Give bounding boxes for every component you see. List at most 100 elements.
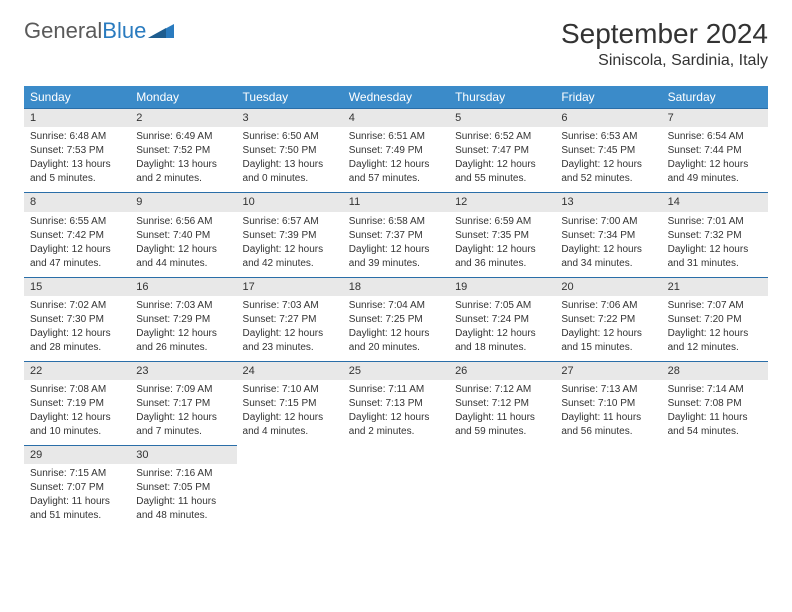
sunrise-text: Sunrise: 6:53 AM: [561, 130, 655, 143]
day-content: Sunrise: 6:59 AMSunset: 7:35 PMDaylight:…: [449, 212, 555, 277]
sunset-text: Sunset: 7:52 PM: [136, 144, 230, 157]
week-row: 8Sunrise: 6:55 AMSunset: 7:42 PMDaylight…: [24, 192, 768, 276]
day-cell: 1Sunrise: 6:48 AMSunset: 7:53 PMDaylight…: [24, 108, 130, 192]
day-cell: 18Sunrise: 7:04 AMSunset: 7:25 PMDayligh…: [343, 277, 449, 361]
daylight-text: Daylight: 12 hours: [455, 158, 549, 171]
day-number: 9: [130, 192, 236, 211]
daylight-text: and 23 minutes.: [243, 341, 337, 354]
daylight-text: Daylight: 12 hours: [349, 158, 443, 171]
daylight-text: and 54 minutes.: [668, 425, 762, 438]
day-content: Sunrise: 6:50 AMSunset: 7:50 PMDaylight:…: [237, 127, 343, 192]
day-number: 20: [555, 277, 661, 296]
day-header-cell: Monday: [130, 86, 236, 108]
daylight-text: and 48 minutes.: [136, 509, 230, 522]
sunrise-text: Sunrise: 7:14 AM: [668, 383, 762, 396]
day-cell: 11Sunrise: 6:58 AMSunset: 7:37 PMDayligh…: [343, 192, 449, 276]
sunset-text: Sunset: 7:34 PM: [561, 229, 655, 242]
day-content: Sunrise: 7:03 AMSunset: 7:27 PMDaylight:…: [237, 296, 343, 361]
sunrise-text: Sunrise: 7:02 AM: [30, 299, 124, 312]
day-number: 21: [662, 277, 768, 296]
daylight-text: and 59 minutes.: [455, 425, 549, 438]
sunset-text: Sunset: 7:05 PM: [136, 481, 230, 494]
day-cell: 30Sunrise: 7:16 AMSunset: 7:05 PMDayligh…: [130, 445, 236, 529]
day-content: Sunrise: 7:05 AMSunset: 7:24 PMDaylight:…: [449, 296, 555, 361]
sunset-text: Sunset: 7:22 PM: [561, 313, 655, 326]
sunset-text: Sunset: 7:40 PM: [136, 229, 230, 242]
day-number: 29: [24, 445, 130, 464]
daylight-text: Daylight: 12 hours: [30, 411, 124, 424]
sunset-text: Sunset: 7:44 PM: [668, 144, 762, 157]
daylight-text: and 2 minutes.: [136, 172, 230, 185]
daylight-text: and 44 minutes.: [136, 257, 230, 270]
day-cell: 25Sunrise: 7:11 AMSunset: 7:13 PMDayligh…: [343, 361, 449, 445]
day-header-cell: Friday: [555, 86, 661, 108]
sunset-text: Sunset: 7:27 PM: [243, 313, 337, 326]
day-number: 23: [130, 361, 236, 380]
daylight-text: Daylight: 12 hours: [30, 243, 124, 256]
day-content: Sunrise: 6:54 AMSunset: 7:44 PMDaylight:…: [662, 127, 768, 192]
day-content: Sunrise: 6:57 AMSunset: 7:39 PMDaylight:…: [237, 212, 343, 277]
day-content: Sunrise: 7:13 AMSunset: 7:10 PMDaylight:…: [555, 380, 661, 445]
sunrise-text: Sunrise: 7:13 AM: [561, 383, 655, 396]
daylight-text: and 20 minutes.: [349, 341, 443, 354]
daylight-text: Daylight: 12 hours: [455, 327, 549, 340]
sunset-text: Sunset: 7:32 PM: [668, 229, 762, 242]
day-content: Sunrise: 7:06 AMSunset: 7:22 PMDaylight:…: [555, 296, 661, 361]
daylight-text: and 15 minutes.: [561, 341, 655, 354]
day-cell: 28Sunrise: 7:14 AMSunset: 7:08 PMDayligh…: [662, 361, 768, 445]
day-content: Sunrise: 6:48 AMSunset: 7:53 PMDaylight:…: [24, 127, 130, 192]
daylight-text: Daylight: 12 hours: [243, 327, 337, 340]
location: Siniscola, Sardinia, Italy: [561, 52, 768, 70]
daylight-text: Daylight: 12 hours: [455, 243, 549, 256]
day-number: 5: [449, 108, 555, 127]
week-row: 15Sunrise: 7:02 AMSunset: 7:30 PMDayligh…: [24, 277, 768, 361]
day-cell: 5Sunrise: 6:52 AMSunset: 7:47 PMDaylight…: [449, 108, 555, 192]
day-cell: 8Sunrise: 6:55 AMSunset: 7:42 PMDaylight…: [24, 192, 130, 276]
month-title: September 2024: [561, 18, 768, 50]
sunrise-text: Sunrise: 7:08 AM: [30, 383, 124, 396]
day-content: Sunrise: 7:07 AMSunset: 7:20 PMDaylight:…: [662, 296, 768, 361]
sunrise-text: Sunrise: 6:56 AM: [136, 215, 230, 228]
week-row: 22Sunrise: 7:08 AMSunset: 7:19 PMDayligh…: [24, 361, 768, 445]
week-row: 29Sunrise: 7:15 AMSunset: 7:07 PMDayligh…: [24, 445, 768, 529]
day-number: 25: [343, 361, 449, 380]
week-row: 1Sunrise: 6:48 AMSunset: 7:53 PMDaylight…: [24, 108, 768, 192]
daylight-text: Daylight: 12 hours: [136, 327, 230, 340]
daylight-text: and 4 minutes.: [243, 425, 337, 438]
day-cell: 24Sunrise: 7:10 AMSunset: 7:15 PMDayligh…: [237, 361, 343, 445]
daylight-text: and 7 minutes.: [136, 425, 230, 438]
day-header-cell: Sunday: [24, 86, 130, 108]
day-cell: 6Sunrise: 6:53 AMSunset: 7:45 PMDaylight…: [555, 108, 661, 192]
daylight-text: Daylight: 12 hours: [349, 327, 443, 340]
sunset-text: Sunset: 7:53 PM: [30, 144, 124, 157]
day-content: Sunrise: 7:08 AMSunset: 7:19 PMDaylight:…: [24, 380, 130, 445]
sunrise-text: Sunrise: 7:15 AM: [30, 467, 124, 480]
sunset-text: Sunset: 7:35 PM: [455, 229, 549, 242]
day-cell: 16Sunrise: 7:03 AMSunset: 7:29 PMDayligh…: [130, 277, 236, 361]
day-content: Sunrise: 6:56 AMSunset: 7:40 PMDaylight:…: [130, 212, 236, 277]
day-content: Sunrise: 6:55 AMSunset: 7:42 PMDaylight:…: [24, 212, 130, 277]
day-number: 7: [662, 108, 768, 127]
sunrise-text: Sunrise: 6:51 AM: [349, 130, 443, 143]
day-header-cell: Wednesday: [343, 86, 449, 108]
day-content: Sunrise: 7:04 AMSunset: 7:25 PMDaylight:…: [343, 296, 449, 361]
sunrise-text: Sunrise: 7:12 AM: [455, 383, 549, 396]
empty-cell: [555, 445, 661, 529]
day-cell: 22Sunrise: 7:08 AMSunset: 7:19 PMDayligh…: [24, 361, 130, 445]
day-cell: 14Sunrise: 7:01 AMSunset: 7:32 PMDayligh…: [662, 192, 768, 276]
daylight-text: Daylight: 12 hours: [561, 243, 655, 256]
daylight-text: Daylight: 12 hours: [349, 411, 443, 424]
daylight-text: Daylight: 11 hours: [668, 411, 762, 424]
day-cell: 19Sunrise: 7:05 AMSunset: 7:24 PMDayligh…: [449, 277, 555, 361]
sunrise-text: Sunrise: 7:01 AM: [668, 215, 762, 228]
day-header-cell: Thursday: [449, 86, 555, 108]
header: GeneralBlue September 2024 Siniscola, Sa…: [0, 0, 792, 80]
day-cell: 26Sunrise: 7:12 AMSunset: 7:12 PMDayligh…: [449, 361, 555, 445]
sunrise-text: Sunrise: 6:48 AM: [30, 130, 124, 143]
day-number: 4: [343, 108, 449, 127]
daylight-text: and 56 minutes.: [561, 425, 655, 438]
day-number: 10: [237, 192, 343, 211]
day-cell: 15Sunrise: 7:02 AMSunset: 7:30 PMDayligh…: [24, 277, 130, 361]
day-cell: 23Sunrise: 7:09 AMSunset: 7:17 PMDayligh…: [130, 361, 236, 445]
day-header-cell: Tuesday: [237, 86, 343, 108]
